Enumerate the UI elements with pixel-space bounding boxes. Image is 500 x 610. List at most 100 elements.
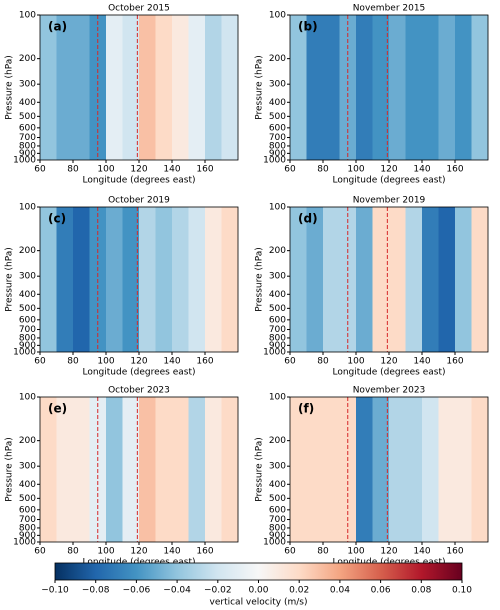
panel-title: October 2015: [108, 4, 170, 14]
heat-cell: [172, 397, 189, 542]
y-tick-label: 1000: [13, 348, 36, 358]
heat-cell: [356, 15, 373, 160]
colorbar: [54, 562, 463, 581]
heat-cell: [389, 15, 406, 160]
colorbar-tick-label: −0.08: [82, 586, 110, 596]
y-tick-label: 800: [19, 333, 36, 343]
heat-cell: [405, 207, 423, 352]
panel-label: (d): [298, 212, 318, 226]
panel-title: October 2019: [108, 196, 170, 206]
y-tick-label: 700: [269, 515, 286, 525]
panel-title: November 2019: [353, 196, 426, 206]
y-tick-label: 800: [19, 141, 36, 151]
y-tick-label: 500: [269, 494, 286, 504]
y-tick-label: 400: [19, 98, 36, 108]
y-tick-label: 300: [19, 462, 36, 472]
y-tick-label: 200: [269, 54, 286, 64]
panel-label: (a): [48, 20, 67, 34]
heat-cell: [221, 397, 239, 542]
y-tick-label: 300: [269, 80, 286, 90]
y-tick-label: 1000: [263, 348, 286, 358]
heat-cell: [122, 397, 140, 542]
y-tick-label: 100: [19, 203, 36, 213]
heat-cell: [422, 15, 439, 160]
y-tick-label: 500: [269, 304, 286, 314]
panel: 60 80 100 120 140 160 100 200 300 400 500600700800…: [255, 386, 489, 568]
heat-cell: [372, 397, 390, 542]
panel-title: November 2023: [353, 386, 426, 396]
x-tick-label: 80: [67, 165, 79, 175]
x-tick-label: 160: [446, 165, 463, 175]
heat-cell: [40, 397, 57, 542]
x-tick-label: 100: [347, 165, 364, 175]
y-axis-label: Pressure (hPa): [255, 55, 265, 120]
heat-cell: [290, 397, 307, 542]
x-tick-label: 100: [97, 547, 114, 557]
y-tick-label: 600: [269, 315, 286, 325]
heat-cell: [40, 15, 57, 160]
x-tick-label: 120: [380, 357, 397, 367]
x-tick-label: 160: [196, 357, 213, 367]
colorbar-tick-label: 0.10: [452, 586, 472, 596]
y-tick-label: 300: [19, 80, 36, 90]
x-tick-label: 160: [196, 547, 213, 557]
y-axis-label: Pressure (hPa): [5, 55, 15, 120]
heat-cell: [73, 15, 90, 160]
y-tick-label: 200: [19, 246, 36, 256]
y-tick-label: 900: [269, 341, 286, 351]
y-tick-label: 400: [269, 290, 286, 300]
y-tick-label: 700: [19, 325, 36, 335]
heat-cell: [122, 15, 140, 160]
y-tick-label: 600: [19, 123, 36, 133]
x-tick-label: 60: [34, 547, 46, 557]
y-tick-label: 900: [19, 341, 36, 351]
x-tick-label: 140: [163, 165, 180, 175]
x-axis-label: Longitude (degrees east): [332, 558, 445, 568]
colorbar-label: vertical velocity (m/s): [210, 598, 308, 608]
y-tick-label: 400: [19, 290, 36, 300]
heat-cell: [455, 207, 472, 352]
y-tick-label: 700: [269, 325, 286, 335]
heat-cell: [205, 207, 222, 352]
y-axis-label: Pressure (hPa): [255, 437, 265, 502]
y-tick-label: 600: [269, 123, 286, 133]
x-tick-label: 80: [317, 165, 329, 175]
heat-cell: [372, 207, 390, 352]
x-tick-label: 80: [317, 547, 329, 557]
x-tick-label: 60: [34, 165, 46, 175]
x-tick-label: 120: [380, 165, 397, 175]
x-axis-label: Longitude (degrees east): [332, 368, 445, 378]
x-tick-label: 160: [196, 165, 213, 175]
y-tick-label: 200: [269, 436, 286, 446]
x-axis-label: Longitude (degrees east): [332, 176, 445, 186]
heat-cell: [372, 15, 390, 160]
panel: 60 80 100 120 140 160 100 200 300 400 500600700800…: [5, 386, 239, 568]
heat-cell: [188, 207, 206, 352]
heat-cell: [306, 15, 324, 160]
panel-title: November 2015: [353, 4, 426, 14]
panel-title: October 2023: [108, 386, 170, 396]
y-tick-label: 100: [19, 393, 36, 403]
x-tick-label: 140: [163, 547, 180, 557]
heat-cell: [172, 15, 189, 160]
y-tick-label: 500: [19, 494, 36, 504]
heat-cell: [438, 207, 456, 352]
x-tick-label: 60: [284, 547, 296, 557]
x-tick-label: 100: [97, 165, 114, 175]
heat-cell: [290, 15, 307, 160]
heat-cell: [73, 397, 90, 542]
x-tick-label: 60: [34, 357, 46, 367]
x-tick-label: 60: [284, 357, 296, 367]
y-tick-label: 800: [269, 141, 286, 151]
y-tick-label: 100: [269, 11, 286, 21]
panel: 60 80 100 120 140 160 100 200 300 400 500600700800…: [5, 4, 239, 186]
x-tick-label: 100: [347, 357, 364, 367]
heat-cell: [188, 15, 206, 160]
y-tick-label: 800: [269, 333, 286, 343]
heat-cell: [323, 397, 340, 542]
y-tick-label: 900: [19, 149, 36, 159]
x-tick-label: 160: [446, 357, 463, 367]
x-tick-label: 160: [446, 547, 463, 557]
heat-cell: [323, 15, 340, 160]
heat-cell: [306, 397, 324, 542]
